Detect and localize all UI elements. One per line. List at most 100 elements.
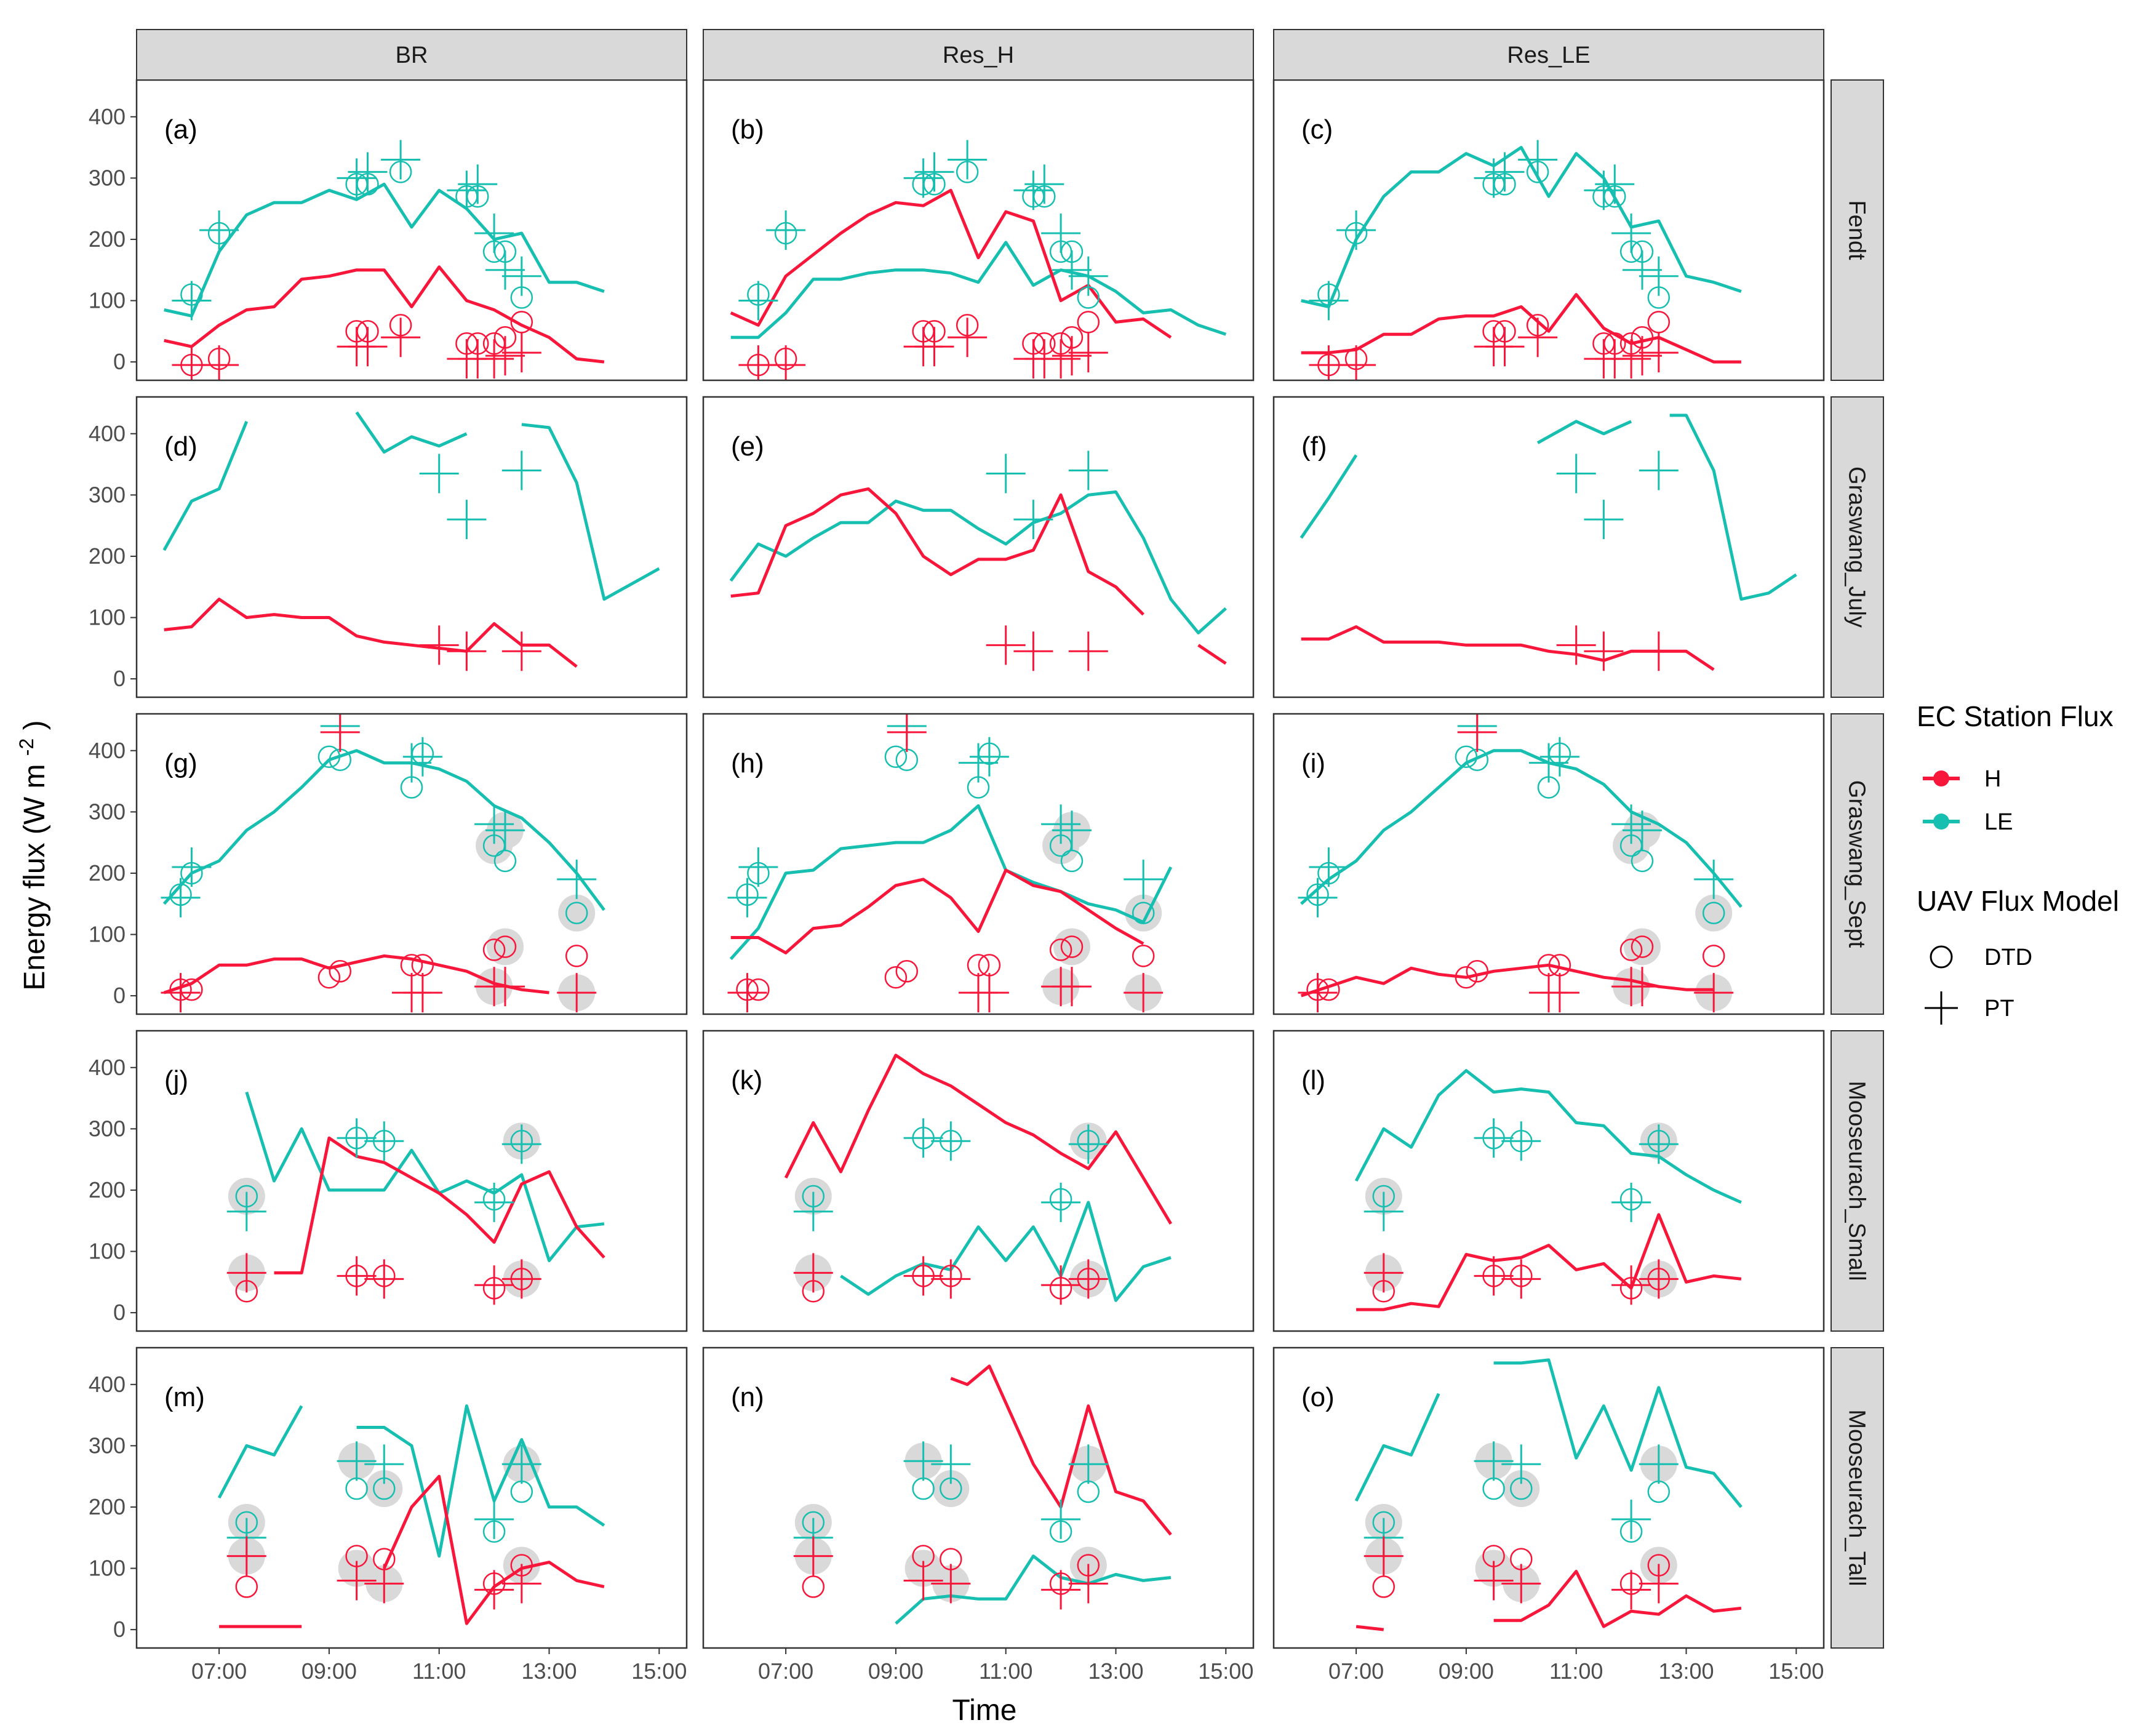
y-tick-label: 200 <box>89 543 126 569</box>
ec-line-LE <box>162 749 605 911</box>
panel-Mooseurach_Small-Res_H: (k) <box>702 1030 1255 1332</box>
pt-point <box>1639 256 1679 296</box>
pt-point <box>1474 158 1514 198</box>
pt-point <box>485 336 525 376</box>
y-tick-label: 300 <box>89 799 126 824</box>
x-tick-label: 07:00 <box>1328 1658 1384 1684</box>
pt-point <box>501 1259 541 1299</box>
pt-point <box>1041 1182 1081 1222</box>
pt-point <box>1556 454 1596 494</box>
pt-point <box>485 250 525 290</box>
dtd-point <box>493 935 517 958</box>
column-strip-Res_LE <box>1273 29 1824 81</box>
pt-point <box>1041 1265 1081 1305</box>
pt-point <box>161 973 201 1013</box>
y-tick-label: 100 <box>89 922 126 947</box>
panel-tag: (c) <box>1301 114 1333 145</box>
y-tick-label: 400 <box>89 738 126 763</box>
y-tick-label: 300 <box>89 1116 126 1141</box>
pt-point <box>447 500 487 540</box>
pt-point <box>364 1121 404 1161</box>
pt-point <box>1622 810 1662 850</box>
ec-line-H <box>730 868 1144 954</box>
panel-Graswang_Sept-Res_H: (h) <box>702 713 1255 1015</box>
legend-h-label: H <box>1984 766 2001 792</box>
row-strip-Mooseurach_Small <box>1831 1030 1884 1332</box>
pt-point <box>903 1256 943 1296</box>
pt-point <box>447 631 487 671</box>
ec-line-LE <box>840 1201 1172 1302</box>
pt-point <box>1052 967 1092 1007</box>
pt-point <box>226 1191 266 1231</box>
pt-point <box>1068 256 1108 296</box>
pt-point <box>501 1124 541 1164</box>
pt-point <box>1501 1444 1541 1484</box>
ec-line-LE <box>1493 1358 1743 1508</box>
panel-Mooseurach_Small-BR: (j) <box>135 1030 688 1332</box>
x-tick-label: 13:00 <box>521 1658 577 1684</box>
dtd-point <box>510 311 533 334</box>
ec-line-H <box>164 265 605 364</box>
y-tick-label: 0 <box>113 983 126 1008</box>
panel-background <box>703 1031 1253 1331</box>
pt-point <box>1041 1499 1081 1539</box>
ec-line-H <box>1355 1625 1384 1631</box>
y-tick-label: 400 <box>89 1055 126 1080</box>
highlight-point <box>558 894 596 932</box>
pt-point <box>1052 250 1092 290</box>
highlight-point <box>1503 1470 1540 1508</box>
x-tick-label: 11:00 <box>979 1658 1032 1684</box>
dtd-point <box>565 945 588 967</box>
y-tick-label: 0 <box>113 1617 126 1642</box>
pt-point <box>474 1182 514 1222</box>
panel-tag: (b) <box>731 114 764 145</box>
y-tick-label: 300 <box>89 482 126 507</box>
row-strip-label-Graswang_July: Graswang_July <box>1844 466 1870 628</box>
pt-point <box>766 345 806 380</box>
panel-plot-area <box>1298 714 1743 1013</box>
dtd-point <box>802 1575 825 1598</box>
x-tick-label: 07:00 <box>758 1658 813 1684</box>
pt-point <box>485 967 525 1007</box>
x-tick-label: 15:00 <box>1198 1658 1253 1684</box>
dtd-point <box>235 1575 258 1598</box>
panel-border <box>702 396 1255 698</box>
pt-point <box>1052 810 1092 850</box>
pt-point <box>1639 1564 1679 1604</box>
pt-point <box>1068 1444 1108 1484</box>
dtd-point <box>317 745 341 768</box>
pt-point <box>1639 631 1679 671</box>
panel-tag: (f) <box>1301 431 1327 462</box>
panel-tag: (i) <box>1301 748 1325 778</box>
pt-point <box>381 318 421 358</box>
pt-point <box>1501 1121 1541 1161</box>
pt-point <box>969 737 1009 777</box>
pt-point <box>474 1265 514 1305</box>
y-tick-label: 0 <box>113 666 126 691</box>
panel-plot-area <box>727 714 1173 1013</box>
pt-point <box>1518 318 1558 358</box>
panel-Graswang_July-Res_H: (e) <box>702 396 1255 698</box>
y-tick-label: 300 <box>89 1433 126 1458</box>
dtd-point <box>1631 849 1654 873</box>
panel-tag: (g) <box>164 748 198 778</box>
pt-point <box>1529 743 1568 783</box>
pt-point <box>1124 859 1164 899</box>
pt-point <box>501 631 541 671</box>
panel-plot-area <box>1301 140 1742 380</box>
dtd-point <box>1060 849 1084 873</box>
pt-point <box>1611 1499 1651 1539</box>
pt-point <box>1474 1256 1514 1296</box>
pt-point <box>1639 450 1679 490</box>
pt-point <box>903 1441 943 1481</box>
y-tick-label: 100 <box>89 288 126 313</box>
ec-line-LE <box>1536 420 1632 444</box>
panel-tag: (k) <box>731 1065 762 1095</box>
pt-point <box>727 878 767 918</box>
panel-plot-area <box>793 1364 1172 1625</box>
panel-plot-area <box>162 411 660 671</box>
pt-point <box>1584 500 1624 540</box>
ec-line-LE <box>1354 1393 1440 1502</box>
y-tick-label: 300 <box>89 165 126 190</box>
pt-point <box>161 878 201 918</box>
